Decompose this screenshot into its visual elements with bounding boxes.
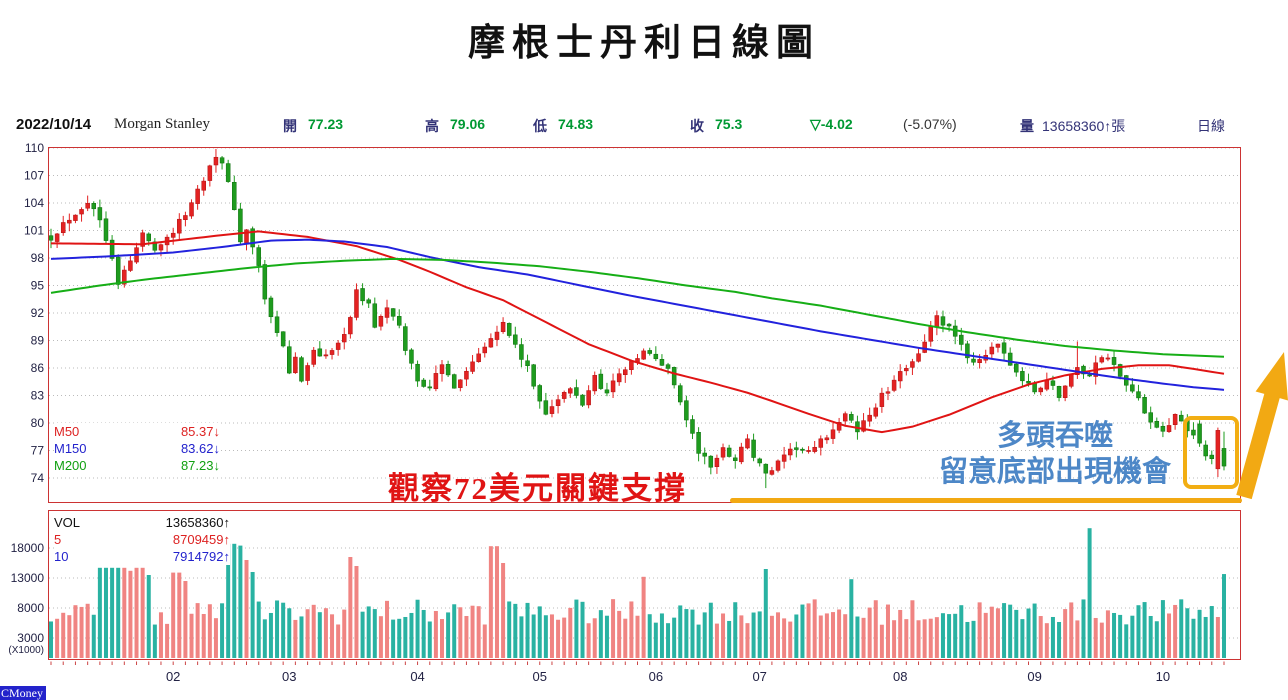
svg-text:95: 95: [31, 279, 45, 293]
svg-text:10: 10: [1156, 669, 1170, 684]
change-value: ▽-4.02: [810, 116, 853, 132]
period-selector[interactable]: 日線: [1197, 118, 1225, 134]
x-axis-ticks: [50, 661, 1225, 665]
price-y-axis-labels: 110 107 104 101 98 95 92 89 86 83 80 77 74: [24, 141, 44, 485]
brand-logo: CMoney: [0, 686, 46, 700]
page-title: 摩根士丹利日線圖: [468, 23, 820, 64]
volume-panel-border[interactable]: [48, 510, 1241, 660]
svg-text:08: 08: [893, 669, 907, 684]
up-arrow-icon: ↑: [223, 549, 231, 564]
up-arrow-icon: ↑: [223, 515, 231, 530]
open-value: 77.23: [308, 116, 344, 132]
ma50-legend-row: M50 85.37↓: [54, 423, 220, 440]
svg-text:80: 80: [31, 416, 45, 430]
svg-text:13000: 13000: [11, 571, 45, 585]
vol-legend-row: VOL 13658360↑: [54, 514, 230, 531]
volume-legend: VOL 13658360↑ 5 8709459↑ 10 7914792↑: [54, 514, 230, 565]
down-arrow-icon: ↓: [213, 458, 221, 473]
svg-text:3000: 3000: [17, 631, 44, 645]
ma200-value: 87.23↓: [180, 458, 221, 473]
vol-label: VOL: [54, 515, 81, 530]
candlestick-series: [48, 148, 1227, 489]
low-label: 低: [533, 118, 547, 134]
svg-text:18000: 18000: [11, 541, 45, 555]
bullish-annotation: 多頭吞噬 留意底部出現機會: [896, 418, 1214, 490]
vol5-legend-row: 5 8709459↑: [54, 531, 230, 548]
svg-text:92: 92: [31, 306, 45, 320]
svg-text:98: 98: [31, 251, 45, 265]
ma150-label: M150: [54, 441, 87, 456]
bullish-annotation-line1: 多頭吞噬: [996, 420, 1113, 452]
svg-text:74: 74: [31, 471, 45, 485]
vol5-value: 8709459↑: [172, 532, 231, 547]
support-highlight-line: [730, 498, 1242, 503]
ma-legend: M50 85.37↓ M150 83.62↓ M200 87.23↓: [54, 423, 220, 474]
svg-text:83: 83: [31, 389, 45, 403]
svg-text:89: 89: [31, 334, 45, 348]
ma150-legend-row: M150 83.62↓: [54, 440, 220, 457]
ma200-legend-row: M200 87.23↓: [54, 457, 220, 474]
bullish-annotation-line2: 留意底部出現機會: [938, 456, 1171, 488]
price-panel-border[interactable]: [48, 147, 1241, 503]
svg-text:03: 03: [282, 669, 296, 684]
vol-value: 13658360↑: [165, 515, 231, 530]
up-trend-arrow-icon: [1236, 352, 1288, 500]
down-arrow-icon: ↓: [213, 424, 221, 439]
svg-text:104: 104: [24, 196, 44, 210]
svg-text:07: 07: [752, 669, 766, 684]
volume-label: 量: [1020, 118, 1034, 134]
close-value: 75.3: [715, 116, 743, 132]
vol10-legend-row: 10 7914792↑: [54, 548, 230, 565]
vol5-label: 5: [54, 532, 62, 547]
low-value: 74.83: [558, 116, 594, 132]
volume-y-axis-labels: 18000 13000 8000 3000(X1000): [8, 541, 44, 656]
ma200-line: [50, 257, 1225, 358]
svg-text:06: 06: [649, 669, 663, 684]
up-arrow-icon: ↑: [223, 532, 231, 547]
candle-highlight-box: [1183, 416, 1239, 489]
support-annotation: 觀察72美元關鍵支撐: [388, 471, 687, 506]
svg-text:09: 09: [1027, 669, 1041, 684]
x-axis-month-labels: 02 03 04 05 06 07 08 09 10: [166, 669, 1170, 684]
volume-value: 13658360↑張: [1042, 118, 1126, 134]
ma150-line: [50, 238, 1225, 391]
high-label: 高: [425, 118, 439, 134]
svg-text:(X1000): (X1000): [8, 645, 44, 656]
svg-text:8000: 8000: [17, 601, 44, 615]
high-value: 79.06: [450, 116, 486, 132]
svg-text:101: 101: [24, 224, 44, 238]
vol10-label: 10: [54, 549, 69, 564]
change-percent: (-5.07%): [903, 116, 957, 132]
ma50-label: M50: [54, 424, 80, 439]
svg-text:86: 86: [31, 361, 45, 375]
quote-date: 2022/10/14: [16, 116, 92, 133]
open-label: 開: [283, 118, 297, 134]
ma200-label: M200: [54, 458, 87, 473]
svg-text:04: 04: [410, 669, 424, 684]
close-label: 收: [690, 118, 704, 134]
down-arrow-icon: ↓: [213, 441, 221, 456]
ma50-line: [50, 230, 1225, 434]
svg-text:77: 77: [31, 444, 45, 458]
ticker-name: Morgan Stanley: [114, 116, 210, 132]
ma150-value: 83.62↓: [180, 441, 221, 456]
vol10-value: 7914792↑: [172, 549, 231, 564]
svg-text:110: 110: [25, 141, 44, 155]
volume-bars: [49, 528, 1226, 658]
svg-text:107: 107: [24, 169, 44, 183]
svg-text:02: 02: [166, 669, 180, 684]
svg-text:05: 05: [533, 669, 547, 684]
ma50-value: 85.37↓: [180, 424, 221, 439]
